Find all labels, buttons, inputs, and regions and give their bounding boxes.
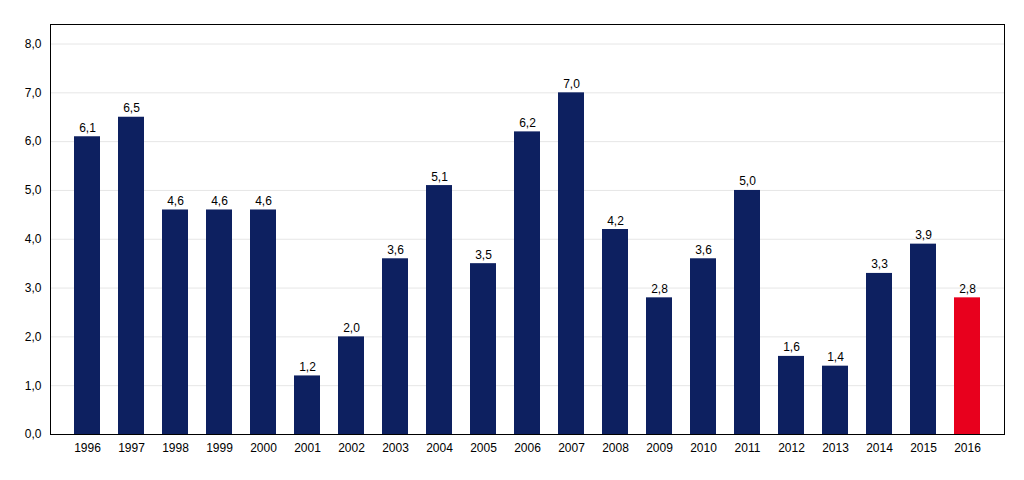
svg-text:4,6: 4,6 [211,194,228,208]
svg-text:2005: 2005 [470,441,497,455]
svg-text:5,0: 5,0 [25,183,42,197]
svg-text:4,6: 4,6 [255,194,272,208]
svg-text:2015: 2015 [910,441,937,455]
svg-text:2013: 2013 [822,441,849,455]
svg-text:2014: 2014 [866,441,893,455]
svg-text:2001: 2001 [294,441,321,455]
svg-text:6,0: 6,0 [25,134,42,148]
svg-text:5,0: 5,0 [739,174,756,188]
svg-text:4,6: 4,6 [167,194,184,208]
svg-text:3,5: 3,5 [475,248,492,262]
svg-text:1,6: 1,6 [783,340,800,354]
svg-text:2,0: 2,0 [25,330,42,344]
svg-text:3,3: 3,3 [871,257,888,271]
svg-text:2,0: 2,0 [343,321,360,335]
svg-text:2004: 2004 [426,441,453,455]
svg-text:6,2: 6,2 [519,116,536,130]
svg-text:1999: 1999 [206,441,233,455]
svg-text:3,6: 3,6 [387,243,404,257]
svg-text:1,2: 1,2 [299,360,316,374]
svg-text:1,4: 1,4 [827,350,844,364]
svg-text:8,0: 8,0 [25,37,42,51]
svg-text:6,5: 6,5 [123,101,140,115]
svg-text:2006: 2006 [514,441,541,455]
svg-text:3,9: 3,9 [915,228,932,242]
svg-text:2003: 2003 [382,441,409,455]
svg-text:0,0: 0,0 [25,427,42,441]
svg-text:1,0: 1,0 [25,379,42,393]
svg-text:2011: 2011 [735,441,761,455]
svg-text:2008: 2008 [602,441,629,455]
svg-text:3,6: 3,6 [695,243,712,257]
svg-text:2002: 2002 [338,441,365,455]
svg-text:2010: 2010 [690,441,717,455]
svg-text:2000: 2000 [250,441,277,455]
svg-text:2007: 2007 [558,441,585,455]
svg-text:2,8: 2,8 [651,282,668,296]
svg-text:1996: 1996 [74,441,101,455]
svg-text:6,1: 6,1 [79,121,96,135]
svg-text:2012: 2012 [778,441,805,455]
svg-text:2016: 2016 [954,441,981,455]
svg-text:1998: 1998 [162,441,189,455]
svg-text:4,2: 4,2 [607,214,624,228]
svg-text:5,1: 5,1 [431,170,448,184]
svg-text:4,0: 4,0 [25,232,42,246]
svg-text:2009: 2009 [646,441,673,455]
svg-text:7,0: 7,0 [25,86,42,100]
svg-text:7,0: 7,0 [563,77,580,91]
svg-text:2,8: 2,8 [959,282,976,296]
svg-text:3,0: 3,0 [25,281,42,295]
svg-text:1997: 1997 [118,441,145,455]
